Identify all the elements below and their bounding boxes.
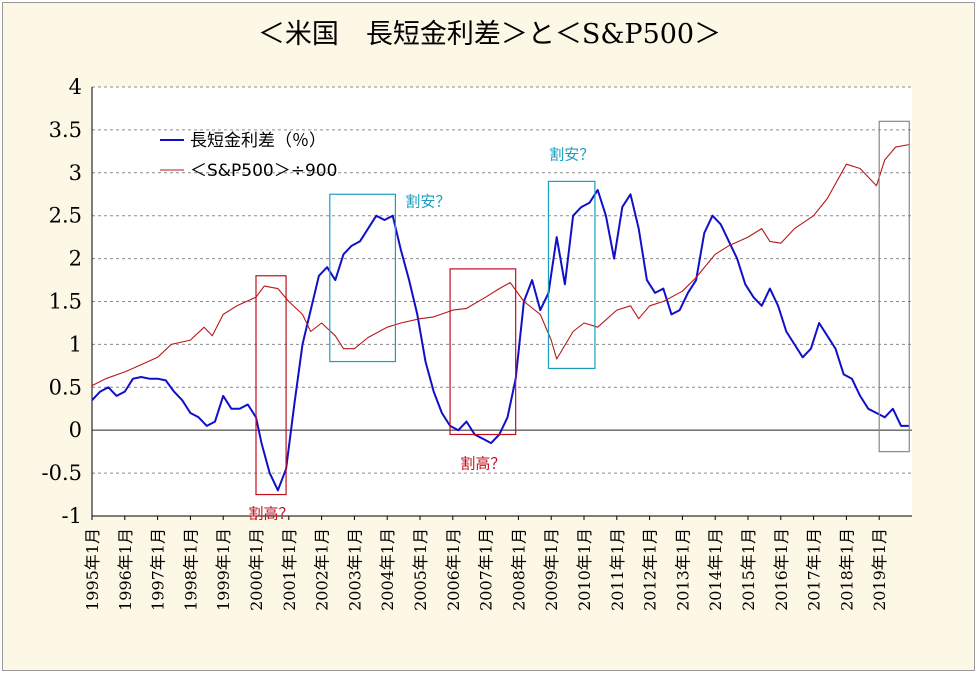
x-tick-label: 2017年1月 [805,528,824,611]
x-tick-label: 2013年1月 [673,528,692,611]
legend: 長短金利差（％） ＜S&P500＞÷900 [160,131,337,181]
x-tick-label: 1997年1月 [149,528,168,611]
x-tick-label: 2002年1月 [313,528,332,611]
x-tick-label: 2019年1月 [870,528,889,611]
annotation-box [255,275,287,496]
y-tick-label: 2.5 [49,204,82,228]
y-tick-label: -1 [62,504,82,528]
x-tick-label: 1995年1月 [83,528,102,611]
x-tick-label: 2010年1月 [575,528,594,611]
annotation-label: 割安？ [549,145,594,163]
annotation-box [329,193,396,363]
x-tick-label: 2003年1月 [345,528,364,611]
x-tick-label: 2004年1月 [378,528,397,611]
annotation-box [449,268,517,436]
y-tick-label: 1.5 [49,290,82,314]
x-tick-label: 2001年1月 [280,528,299,611]
annotation-box [547,180,596,370]
y-tick-label: 2 [69,247,82,271]
x-tick-label: 2014年1月 [706,528,725,611]
annotation-boxes: 割高？ 割安？ 割高？ 割安？ [249,120,910,523]
x-tick-label: 2015年1月 [739,528,758,611]
x-tick-label: 2006年1月 [444,528,463,611]
x-tick-label: 2000年1月 [247,528,266,611]
annotation-label: 割安？ [405,192,450,210]
x-tick-label: 2008年1月 [509,528,528,611]
annotation-box [878,120,910,453]
x-tick-label: 2018年1月 [837,528,856,611]
legend-label: ＜S&P500＞÷900 [190,161,337,181]
x-tick-label: 2009年1月 [542,528,561,611]
y-tick-label: 3 [69,161,82,185]
x-tick-label: 1999年1月 [214,528,233,611]
x-tick-label: 2007年1月 [477,528,496,611]
x-tick-labels: 1995年1月 1996年1月 1997年1月 1998年1月 1999年1月 2000年… [83,516,889,611]
y-tick-label: 3.5 [49,118,82,142]
y-tick-label: 1 [69,332,82,356]
x-tick-label: 1998年1月 [181,528,200,611]
annotation-label: 割高？ [460,454,505,472]
y-tick-label: 0.5 [49,375,82,399]
series-line-sp500 [91,143,910,387]
grid-lines [92,86,912,517]
legend-label: 長短金利差（％） [190,131,326,151]
x-tick-label: 2011年1月 [608,528,627,611]
y-tick-labels: 4 3.5 3 2.5 2 1.5 1 0.5 0 -0.5 -1 [42,75,83,528]
x-tick-label: 1996年1月 [116,528,135,611]
y-tick-label: 4 [69,75,82,99]
annotation-label: 割高？ [249,505,294,523]
y-tick-label: 0 [69,418,82,442]
y-tick-label: -0.5 [42,461,83,485]
chart-title: ＜米国 長短金利差＞と＜S&P500＞ [257,19,722,50]
x-tick-label: 2016年1月 [772,528,791,611]
axes [91,87,912,517]
x-tick-label: 2005年1月 [411,528,430,611]
x-tick-label: 2012年1月 [641,528,660,611]
